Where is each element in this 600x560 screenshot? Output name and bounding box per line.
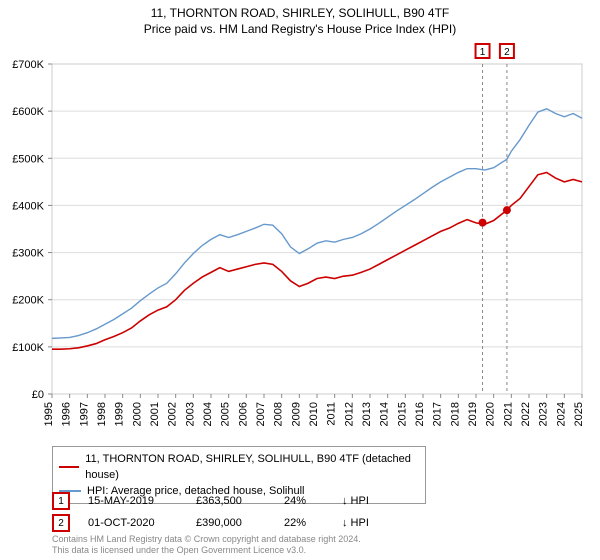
event-row: 2 01-OCT-2020 £390,000 22% ↓ HPI xyxy=(52,514,369,532)
event-marker-icon: 2 xyxy=(52,514,70,532)
svg-text:2025: 2025 xyxy=(573,402,585,426)
svg-text:1995: 1995 xyxy=(43,402,55,426)
event-date: 01-OCT-2020 xyxy=(88,517,178,529)
legend-item: 11, THORNTON ROAD, SHIRLEY, SOLIHULL, B9… xyxy=(59,451,419,483)
events-table: 1 15-MAY-2019 £363,500 24% ↓ HPI 2 01-OC… xyxy=(52,492,369,536)
svg-text:2007: 2007 xyxy=(255,402,267,426)
svg-text:2: 2 xyxy=(504,47,510,58)
svg-text:2012: 2012 xyxy=(343,402,355,426)
svg-text:2005: 2005 xyxy=(220,402,232,426)
event-marker-icon: 1 xyxy=(52,492,70,510)
svg-text:£200K: £200K xyxy=(12,295,44,307)
event-price: £390,000 xyxy=(196,517,266,529)
event-direction: ↓ HPI xyxy=(342,517,369,529)
svg-text:£300K: £300K xyxy=(12,248,44,260)
svg-text:2017: 2017 xyxy=(432,402,444,426)
svg-text:2003: 2003 xyxy=(184,402,196,426)
svg-text:2022: 2022 xyxy=(520,402,532,426)
event-pct: 24% xyxy=(284,495,324,507)
svg-text:2021: 2021 xyxy=(502,402,514,426)
svg-text:1998: 1998 xyxy=(96,402,108,426)
svg-text:1996: 1996 xyxy=(61,402,73,426)
event-date: 15-MAY-2019 xyxy=(88,495,178,507)
footer-line: Contains HM Land Registry data © Crown c… xyxy=(52,534,361,545)
svg-text:£100K: £100K xyxy=(12,342,44,354)
svg-text:1997: 1997 xyxy=(78,402,90,426)
svg-text:£400K: £400K xyxy=(12,200,44,212)
svg-text:2008: 2008 xyxy=(273,402,285,426)
svg-text:2024: 2024 xyxy=(555,402,567,426)
svg-text:2009: 2009 xyxy=(290,402,302,426)
svg-text:2002: 2002 xyxy=(167,402,179,426)
svg-text:2015: 2015 xyxy=(396,402,408,426)
legend-swatch-price xyxy=(59,466,79,468)
svg-text:£500K: £500K xyxy=(12,153,44,165)
svg-text:2010: 2010 xyxy=(308,402,320,426)
svg-text:2020: 2020 xyxy=(485,402,497,426)
price-chart: £0 £100K £200K £300K £400K £500K £600K £700K 199… xyxy=(0,0,600,440)
svg-text:2023: 2023 xyxy=(538,402,550,426)
svg-text:2000: 2000 xyxy=(131,402,143,426)
footer-attribution: Contains HM Land Registry data © Crown c… xyxy=(52,534,361,556)
svg-text:£700K: £700K xyxy=(12,59,44,71)
footer-line: This data is licensed under the Open Gov… xyxy=(52,545,361,556)
legend-label: 11, THORNTON ROAD, SHIRLEY, SOLIHULL, B9… xyxy=(85,451,419,483)
svg-text:£600K: £600K xyxy=(12,106,44,118)
svg-text:£0: £0 xyxy=(32,389,44,401)
svg-text:1999: 1999 xyxy=(114,402,126,426)
event-price: £363,500 xyxy=(196,495,266,507)
event-row: 1 15-MAY-2019 £363,500 24% ↓ HPI xyxy=(52,492,369,510)
svg-text:2018: 2018 xyxy=(449,402,461,426)
svg-text:2006: 2006 xyxy=(237,402,249,426)
svg-text:2004: 2004 xyxy=(202,402,214,426)
event-pct: 22% xyxy=(284,517,324,529)
svg-text:2016: 2016 xyxy=(414,402,426,426)
svg-text:2001: 2001 xyxy=(149,402,161,426)
svg-text:2013: 2013 xyxy=(361,402,373,426)
svg-text:2011: 2011 xyxy=(326,402,338,426)
event-direction: ↓ HPI xyxy=(342,495,369,507)
svg-text:2019: 2019 xyxy=(467,402,479,426)
svg-text:1: 1 xyxy=(480,47,486,58)
svg-text:2014: 2014 xyxy=(379,402,391,426)
